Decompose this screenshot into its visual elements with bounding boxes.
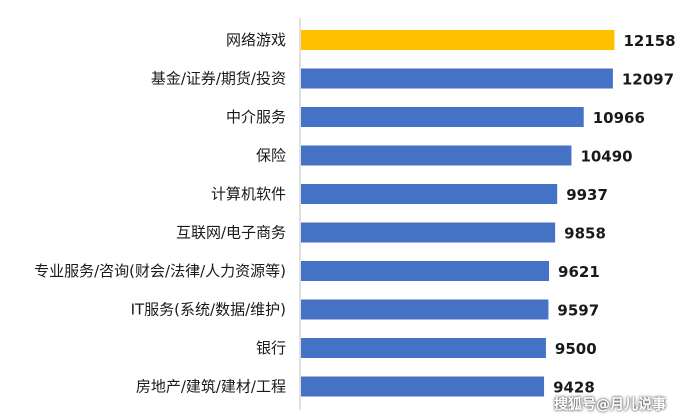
category-label-7: IT服务(系统/数据/维护): [131, 301, 286, 319]
bar-3: [301, 145, 572, 166]
value-label-5: 9858: [564, 225, 606, 243]
category-label-9: 房地产/建筑/建材/工程: [136, 378, 286, 396]
category-label-1: 基金/证券/期货/投资: [151, 70, 286, 88]
value-label-6: 9621: [558, 263, 600, 281]
bar-4: [301, 184, 558, 204]
value-label-9: 9428: [553, 379, 595, 397]
value-label-8: 9500: [555, 340, 597, 358]
bar-2: [301, 107, 584, 127]
bar-5: [301, 222, 556, 243]
category-label-2: 中介服务: [226, 108, 286, 126]
category-label-8: 银行: [256, 339, 286, 357]
bar-7: [301, 299, 549, 320]
bars-group: [301, 30, 615, 397]
category-label-6: 专业服务/咨询(财会/法律/人力资源等): [34, 262, 286, 280]
category-labels-group: 网络游戏基金/证券/期货/投资中介服务保险计算机软件互联网/电子商务专业服务/咨…: [34, 31, 286, 396]
category-label-4: 计算机软件: [211, 185, 286, 203]
value-label-1: 12097: [622, 71, 674, 89]
category-label-5: 互联网/电子商务: [176, 224, 286, 242]
bar-1: [301, 68, 613, 89]
value-label-7: 9597: [557, 302, 599, 320]
bar-8: [301, 338, 546, 358]
watermark-text: 搜狐号@月儿说事: [554, 397, 666, 413]
value-label-0: 12158: [623, 32, 675, 50]
value-labels-group: 12158 12097 10966 10490 9937 9858 9621 9597 9500…: [553, 32, 676, 397]
value-label-4: 9937: [566, 186, 608, 204]
bar-0: [301, 30, 615, 50]
bar-6: [301, 261, 550, 281]
bar-9: [301, 376, 545, 397]
category-label-0: 网络游戏: [226, 31, 286, 49]
category-label-3: 保险: [256, 147, 286, 165]
value-label-3: 10490: [580, 148, 632, 166]
value-label-2: 10966: [593, 109, 645, 127]
